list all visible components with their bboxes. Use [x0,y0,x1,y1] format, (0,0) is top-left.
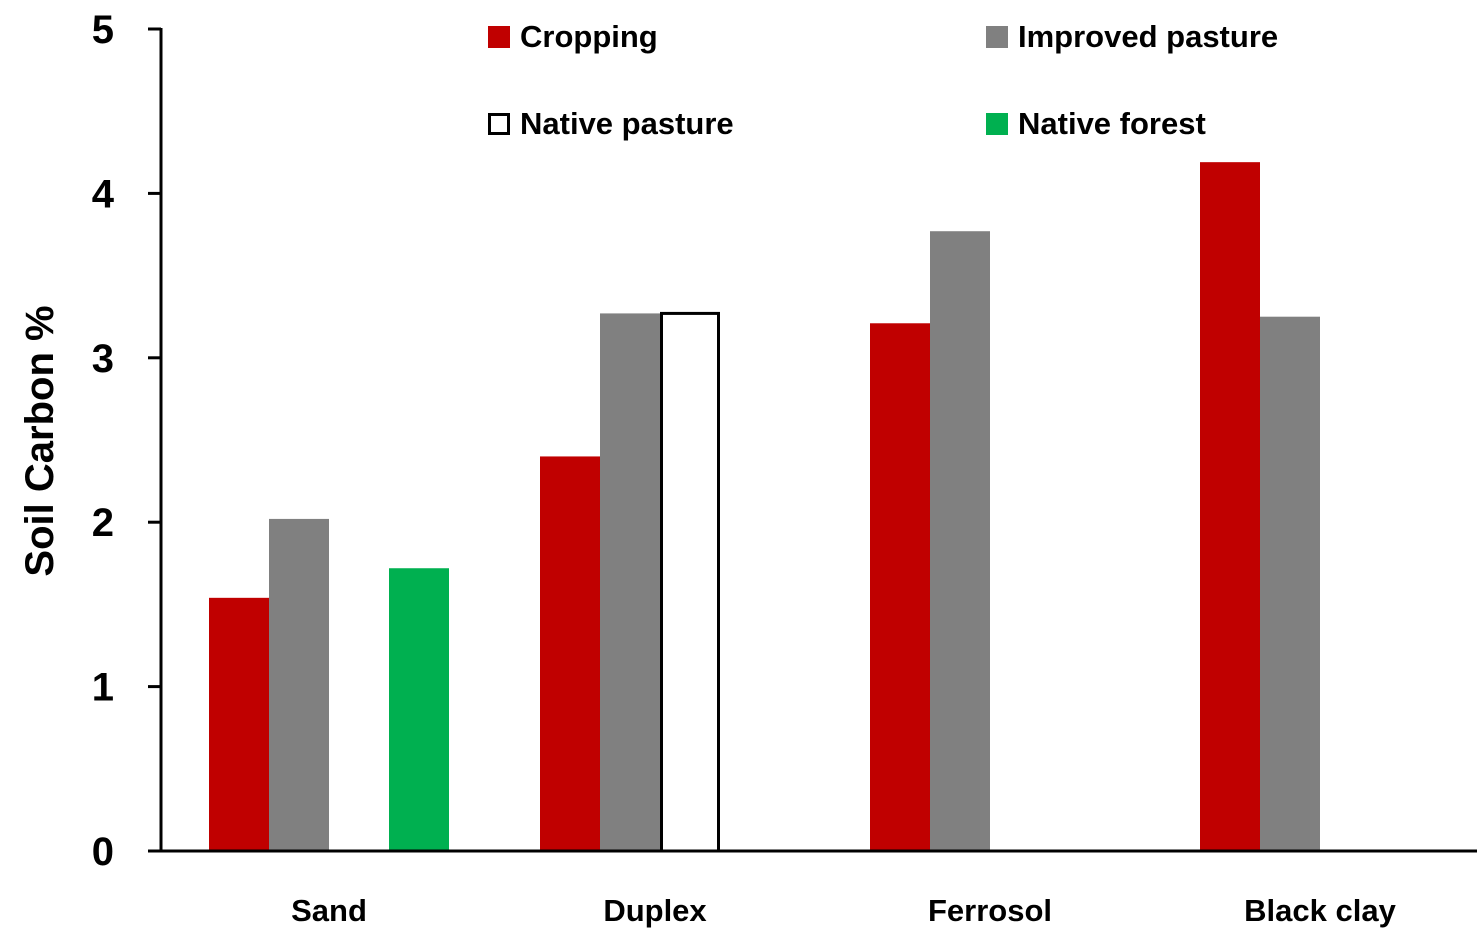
bar-cropping-duplex [540,456,600,851]
y-tick-label: 3 [92,337,114,381]
y-ticks-group: 0 1 2 3 4 5 [92,8,161,874]
legend-swatch-native-forest [986,113,1008,135]
x-category-label: Sand [291,893,367,928]
x-category-label: Black clay [1244,893,1396,928]
y-tick-label: 1 [92,666,114,710]
bar-cropping-sand [209,597,269,851]
legend-label-native-pasture: Native pasture [520,106,734,141]
bar-improved-pasture-ferrosol [930,231,990,851]
legend-swatch-cropping [488,26,510,48]
legend-swatch-native-pasture [488,113,510,135]
legend-label-native-forest: Native forest [1018,106,1206,141]
x-category-label: Duplex [603,893,707,928]
bar-cropping-ferrosol [870,323,930,851]
bar-improved-pasture-sand [269,518,329,851]
bar-cropping-black-clay [1200,162,1260,851]
y-tick-label: 2 [92,501,114,545]
x-categories-group: Sand Duplex Ferrosol Black clay [291,893,1396,928]
bars-group [209,162,1320,853]
legend-swatch-improved-pasture [986,26,1008,48]
legend: Cropping Improved pasture Native pasture Na… [488,19,1278,141]
bar-improved-pasture-black-clay [1260,316,1320,851]
axes-group [148,28,1477,853]
x-category-label: Ferrosol [928,893,1052,928]
bar-native-forest-sand [389,568,449,851]
y-tick-label: 5 [92,8,114,52]
y-tick-label: 4 [92,172,115,216]
bar-native-pasture-duplex [660,311,720,853]
legend-label-improved-pasture: Improved pasture [1018,19,1278,54]
bar-improved-pasture-duplex [600,313,660,851]
y-tick-label: 0 [92,830,114,874]
y-axis-title: Soil Carbon % [18,305,62,576]
legend-label-cropping: Cropping [520,19,658,54]
